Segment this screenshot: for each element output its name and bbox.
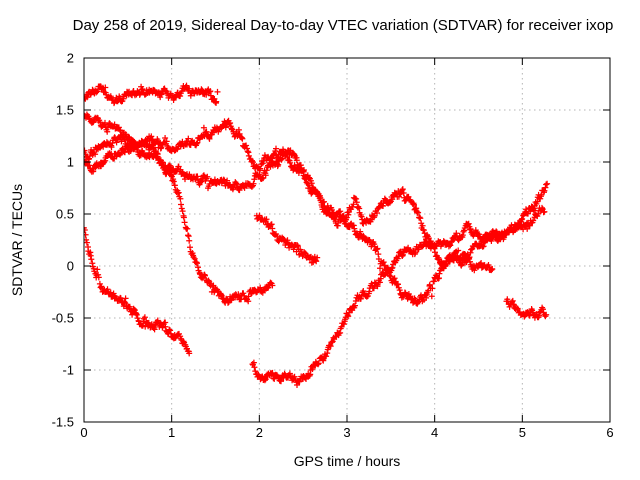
gridlines: [84, 58, 610, 422]
y-axis-label: SDTVAR / TECUs: [9, 184, 25, 296]
x-tick-label: 4: [431, 425, 438, 440]
x-tick-label: 1: [168, 425, 175, 440]
chart-title: Day 258 of 2019, Sidereal Day-to-day VTE…: [73, 17, 614, 34]
sat-arc-low-right: [503, 296, 550, 321]
y-tick-label: 0.5: [56, 207, 74, 222]
x-tick-label: 3: [343, 425, 350, 440]
y-tick-label: -1: [62, 363, 74, 378]
y-tick-label: -0.5: [52, 311, 74, 326]
sat-arc-deep-v-rise: [249, 180, 551, 388]
tick-labels: 0 1 2 3 4 5 6 -1.5 -1 -0.5 0 0.5 1 1.5 2: [52, 51, 614, 441]
x-axis-label: GPS time / hours: [294, 453, 401, 469]
y-tick-label: 0: [67, 259, 74, 274]
y-tick-label: 1: [67, 155, 74, 170]
sat-arc-early-drop: [84, 224, 193, 357]
x-tick-label: 6: [606, 425, 613, 440]
stray-point: [314, 254, 321, 261]
axes-and-ticks: [83, 57, 611, 423]
x-tick-label: 0: [80, 425, 87, 440]
sat-arc-flat-top: [84, 82, 221, 107]
sat-arc-short-fall: [253, 212, 320, 266]
sat-arc-hump-trough: [84, 117, 548, 307]
x-tick-label: 2: [256, 425, 263, 440]
sat-arc-mid-wave: [84, 134, 496, 274]
data-points-layer: [84, 82, 551, 388]
x-tick-label: 5: [519, 425, 526, 440]
y-tick-label: 1.5: [56, 103, 74, 118]
y-tick-label: -1.5: [52, 415, 74, 430]
y-tick-label: 2: [67, 51, 74, 66]
